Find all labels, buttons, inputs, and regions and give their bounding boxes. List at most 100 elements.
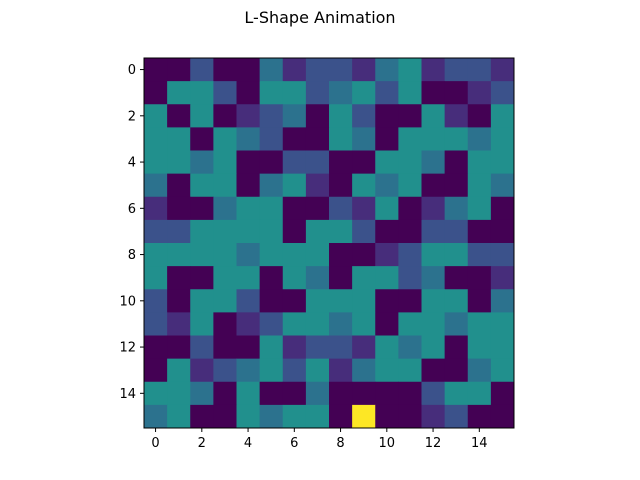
heatmap-cell [213, 173, 237, 198]
heatmap-cell [236, 358, 261, 383]
heatmap-cell [375, 243, 399, 267]
heatmap-cell [421, 312, 446, 336]
heatmap-cell [421, 381, 446, 406]
heatmap-cell [375, 335, 399, 360]
heatmap-cell [375, 81, 399, 105]
heatmap-cell [352, 335, 376, 360]
heatmap-cell [213, 127, 237, 151]
heatmap-cell [167, 58, 191, 82]
heatmap-cell [282, 104, 307, 128]
x-tick-label: 10 [379, 436, 396, 451]
heatmap-cell [352, 150, 376, 175]
heatmap-cell [490, 381, 515, 406]
x-tick-label: 12 [425, 436, 442, 451]
heatmap-cell [144, 219, 168, 244]
heatmap-cell [490, 127, 515, 151]
heatmap-cell [490, 312, 515, 336]
heatmap-cell [467, 266, 492, 290]
heatmap-cell [282, 81, 307, 105]
heatmap-cell [375, 381, 399, 406]
heatmap-cell [398, 150, 422, 175]
heatmap-cell [329, 312, 353, 336]
heatmap-cell [305, 335, 330, 360]
heatmap-cell [167, 219, 191, 244]
heatmap-cell [236, 173, 261, 198]
heatmap-cell [167, 127, 191, 151]
heatmap-cell [467, 243, 492, 267]
y-tick-label: 14 [119, 387, 136, 402]
heatmap-cell [352, 381, 376, 406]
heatmap-cell [144, 127, 168, 151]
heatmap-cell [305, 81, 330, 105]
heatmap-cell [259, 289, 284, 313]
x-tick-label: 14 [471, 436, 488, 451]
heatmap-cell [167, 404, 191, 429]
heatmap-cell [236, 381, 261, 406]
heatmap-cell [421, 81, 446, 105]
heatmap-cell [467, 381, 492, 406]
heatmap-cell [190, 266, 214, 290]
heatmap-cell [167, 312, 191, 336]
heatmap-cell [236, 104, 261, 128]
heatmap-cell [144, 335, 168, 360]
heatmap-cell [490, 81, 515, 105]
heatmap-cell [398, 173, 422, 198]
heatmap-cell [352, 173, 376, 198]
heatmap-cell [444, 104, 469, 128]
heatmap-cell [305, 219, 330, 244]
heatmap-cell [213, 381, 237, 406]
heatmap-cell [467, 173, 492, 198]
heatmap-cell [236, 58, 261, 82]
heatmap-cell [282, 266, 307, 290]
x-axis: 0 2 4 6 8 10 12 14 [151, 428, 488, 451]
heatmap-cell [398, 404, 422, 429]
heatmap-cell [236, 196, 261, 221]
heatmap-cell [375, 173, 399, 198]
y-tick-label: 0 [128, 63, 136, 78]
heatmap-cell [282, 358, 307, 383]
heatmap-cell [236, 127, 261, 151]
heatmap-cell [213, 58, 237, 82]
heatmap-cell [490, 266, 515, 290]
heatmap-cell [375, 127, 399, 151]
heatmap-cell [421, 127, 446, 151]
heatmap-cell [282, 150, 307, 175]
heatmap-cell [352, 104, 376, 128]
heatmap-cell [167, 81, 191, 105]
heatmap-cell [352, 196, 376, 221]
heatmap-cell [329, 219, 353, 244]
heatmap-cell [490, 358, 515, 383]
heatmap-cell [375, 358, 399, 383]
heatmap-cell [329, 150, 353, 175]
heatmap-cell [144, 312, 168, 336]
heatmap-cell [352, 404, 376, 429]
heatmap-cell [213, 289, 237, 313]
heatmap-cell [329, 81, 353, 105]
heatmap-cell [444, 173, 469, 198]
heatmap-cell [259, 312, 284, 336]
heatmap-cell [213, 335, 237, 360]
heatmap-cell [213, 266, 237, 290]
heatmap-cell [467, 219, 492, 244]
heatmap-cell [329, 127, 353, 151]
heatmap-cell [444, 127, 469, 151]
heatmap-cell [167, 150, 191, 175]
heatmap-cell [398, 266, 422, 290]
heatmap-cell [282, 404, 307, 429]
heatmap-cell [421, 358, 446, 383]
heatmap-cell [352, 81, 376, 105]
heatmap-cell [259, 150, 284, 175]
heatmap-cell [352, 219, 376, 244]
heatmap-cell [190, 127, 214, 151]
heatmap-cell [167, 243, 191, 267]
heatmap-cell [167, 196, 191, 221]
heatmap-cell [375, 150, 399, 175]
heatmap-cell [398, 312, 422, 336]
heatmap-cell [144, 404, 168, 429]
heatmap-cell [398, 358, 422, 383]
heatmap-cell [421, 243, 446, 267]
heatmap-cell [305, 404, 330, 429]
heatmap-cell [305, 173, 330, 198]
heatmap-cell [190, 58, 214, 82]
heatmap-cell [144, 81, 168, 105]
